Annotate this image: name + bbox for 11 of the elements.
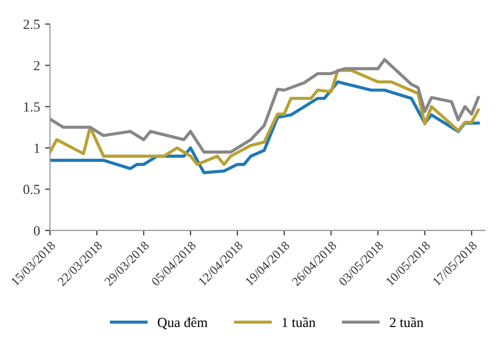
legend-label: 1 tuần — [282, 316, 316, 328]
y-tick-label: 2 — [34, 60, 40, 70]
y-tick-label: 0.5 — [23, 184, 40, 194]
y-tick-label: 1 — [34, 144, 40, 153]
y-tick-label: 0 — [34, 226, 40, 236]
legend-label: Qua đêm — [158, 317, 208, 330]
y-tick-label: 2.5 — [24, 20, 40, 30]
y-tick-label: 1.5 — [24, 102, 40, 112]
legend-label: 2 tuần — [390, 316, 424, 328]
line-series — [50, 58, 480, 154]
line-series — [50, 68, 480, 166]
